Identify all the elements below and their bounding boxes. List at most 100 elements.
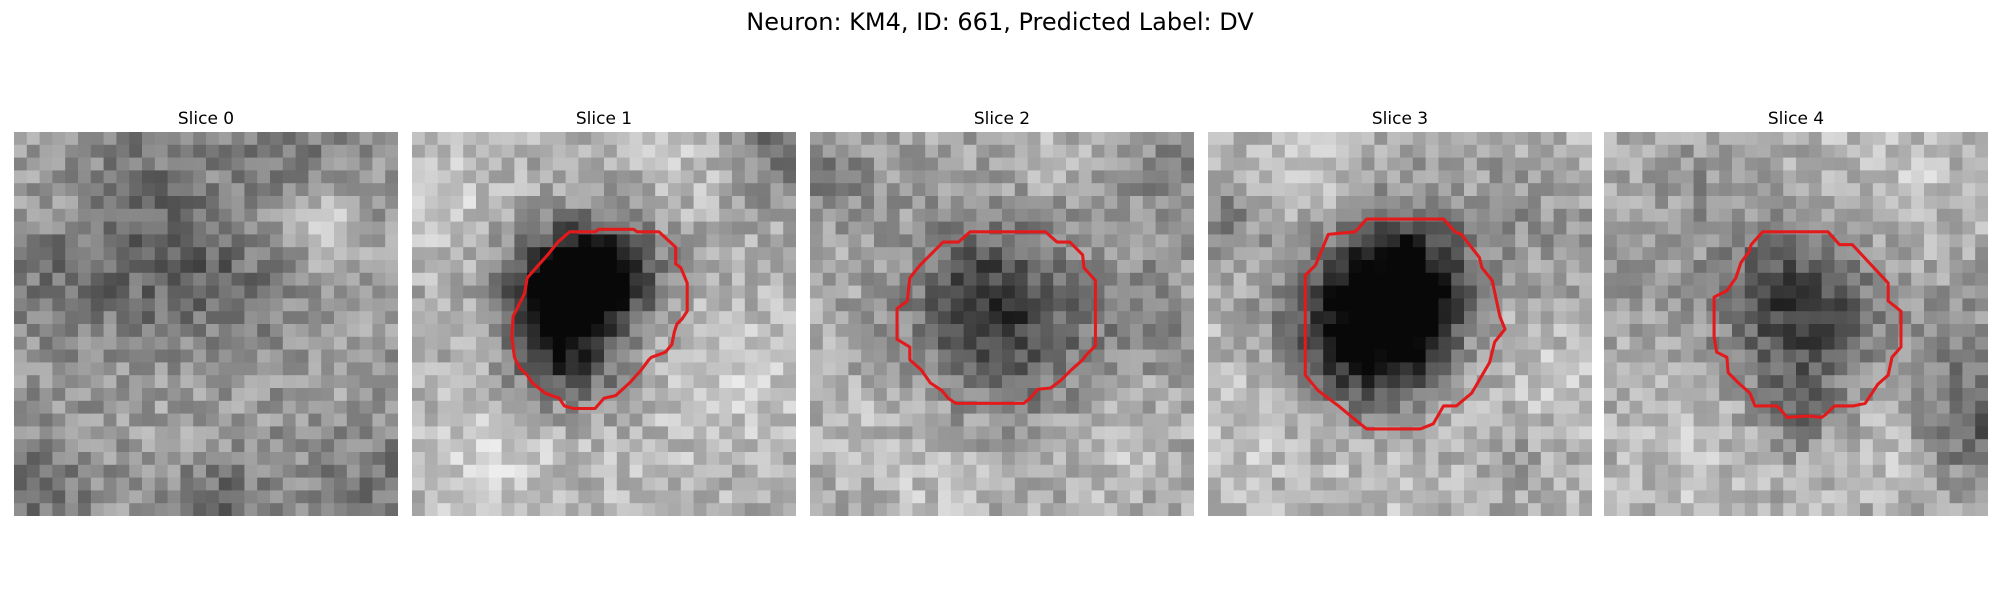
pixel bbox=[681, 158, 694, 171]
pixel bbox=[566, 465, 579, 478]
pixel bbox=[1079, 311, 1092, 324]
pixel bbox=[78, 273, 91, 286]
pixel bbox=[1950, 478, 1963, 491]
pixel bbox=[40, 222, 53, 235]
pixel bbox=[1758, 414, 1771, 427]
pixel bbox=[938, 311, 951, 324]
pixel bbox=[1783, 465, 1796, 478]
pixel bbox=[1079, 209, 1092, 222]
pixel bbox=[1515, 401, 1528, 414]
pixel bbox=[1374, 247, 1387, 260]
pixel bbox=[1374, 183, 1387, 196]
pixel bbox=[900, 490, 913, 503]
pixel bbox=[706, 260, 719, 273]
pixel bbox=[1822, 170, 1835, 183]
pixel bbox=[412, 132, 425, 145]
pixel bbox=[1208, 324, 1221, 337]
pixel bbox=[1566, 209, 1579, 222]
pixel bbox=[308, 170, 321, 183]
pixel bbox=[861, 273, 874, 286]
pixel bbox=[1937, 414, 1950, 427]
pixel bbox=[1310, 145, 1323, 158]
pixel bbox=[385, 503, 398, 516]
pixel bbox=[1822, 350, 1835, 363]
pixel bbox=[1066, 158, 1079, 171]
pixel bbox=[553, 247, 566, 260]
pixel bbox=[1464, 452, 1477, 465]
pixel bbox=[964, 298, 977, 311]
pixel bbox=[1362, 337, 1375, 350]
pixel bbox=[1694, 401, 1707, 414]
pixel bbox=[1208, 196, 1221, 209]
pixel bbox=[732, 414, 745, 427]
pixel bbox=[1490, 158, 1503, 171]
pixel bbox=[180, 362, 193, 375]
pixel bbox=[591, 234, 604, 247]
slice-image-3 bbox=[1208, 132, 1592, 516]
pixel bbox=[142, 503, 155, 516]
pixel bbox=[1886, 503, 1899, 516]
pixel bbox=[1642, 426, 1655, 439]
pixel bbox=[976, 362, 989, 375]
pixel bbox=[1732, 465, 1745, 478]
pixel bbox=[861, 490, 874, 503]
pixel bbox=[1143, 350, 1156, 363]
pixel bbox=[40, 439, 53, 452]
pixel bbox=[681, 490, 694, 503]
pixel bbox=[1285, 414, 1298, 427]
pixel bbox=[1298, 452, 1311, 465]
pixel bbox=[1387, 183, 1400, 196]
pixel bbox=[1655, 273, 1668, 286]
pixel bbox=[1937, 222, 1950, 235]
pixel bbox=[770, 439, 783, 452]
pixel bbox=[116, 388, 129, 401]
pixel bbox=[438, 452, 451, 465]
pixel bbox=[425, 273, 438, 286]
pixel bbox=[1053, 401, 1066, 414]
pixel bbox=[1156, 337, 1169, 350]
pixel bbox=[1579, 337, 1592, 350]
pixel bbox=[836, 426, 849, 439]
pixel bbox=[1745, 490, 1758, 503]
pixel bbox=[1143, 260, 1156, 273]
pixel bbox=[116, 158, 129, 171]
pixel bbox=[425, 375, 438, 388]
pixel bbox=[642, 414, 655, 427]
pixel bbox=[193, 414, 206, 427]
pixel bbox=[65, 439, 78, 452]
pixel bbox=[463, 260, 476, 273]
pixel bbox=[1554, 196, 1567, 209]
pixel bbox=[1528, 222, 1541, 235]
pixel bbox=[1310, 452, 1323, 465]
pixel bbox=[65, 311, 78, 324]
pixel bbox=[1937, 260, 1950, 273]
pixel bbox=[1490, 426, 1503, 439]
pixel bbox=[1413, 375, 1426, 388]
pixel bbox=[810, 247, 823, 260]
pixel bbox=[1681, 337, 1694, 350]
pixel bbox=[1259, 324, 1272, 337]
pixel bbox=[360, 234, 373, 247]
pixel bbox=[1079, 298, 1092, 311]
pixel bbox=[1002, 260, 1015, 273]
pixel bbox=[1604, 324, 1617, 337]
pixel bbox=[412, 426, 425, 439]
pixel bbox=[1642, 286, 1655, 299]
pixel bbox=[372, 234, 385, 247]
pixel bbox=[642, 286, 655, 299]
pixel bbox=[1464, 311, 1477, 324]
pixel bbox=[1617, 183, 1630, 196]
pixel bbox=[1066, 222, 1079, 235]
pixel bbox=[604, 298, 617, 311]
pixel bbox=[27, 158, 40, 171]
pixel bbox=[1962, 388, 1975, 401]
pixel bbox=[14, 401, 27, 414]
pixel bbox=[951, 375, 964, 388]
pixel bbox=[540, 145, 553, 158]
pixel bbox=[52, 247, 65, 260]
pixel bbox=[1719, 490, 1732, 503]
pixel bbox=[1464, 503, 1477, 516]
pixel bbox=[1208, 311, 1221, 324]
pixel bbox=[604, 170, 617, 183]
pixel bbox=[219, 247, 232, 260]
